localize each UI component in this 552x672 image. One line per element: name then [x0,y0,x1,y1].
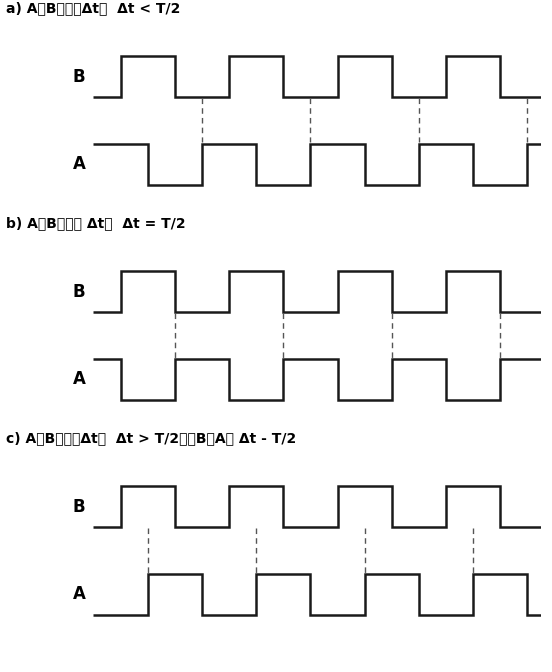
Text: A: A [72,155,86,173]
Text: a) A比B相位早Δt，  Δt < T/2: a) A比B相位早Δt， Δt < T/2 [6,1,180,15]
Text: B: B [73,497,86,515]
Text: B: B [73,282,86,300]
Text: A: A [72,370,86,388]
Text: b) A比B相位早 Δt，  Δt = T/2: b) A比B相位早 Δt， Δt = T/2 [6,216,185,230]
Text: A: A [72,585,86,603]
Text: B: B [73,67,86,85]
Text: c) A比B相位早Δt，  Δt > T/2，即B比A早 Δt - T/2: c) A比B相位早Δt， Δt > T/2，即B比A早 Δt - T/2 [6,431,296,445]
